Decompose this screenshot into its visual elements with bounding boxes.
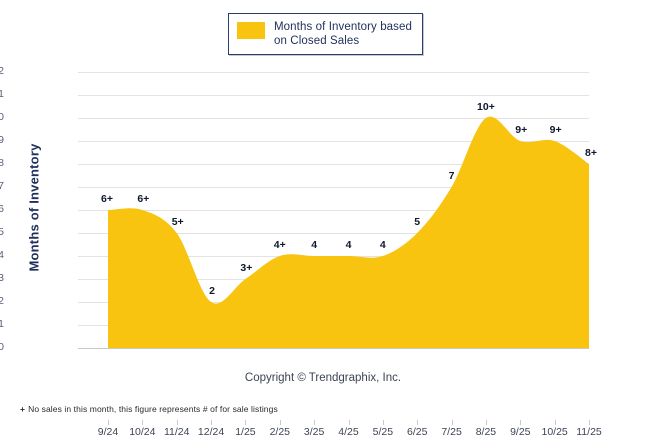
data-point-label: 8+: [585, 147, 597, 159]
data-point-label: 10+: [477, 101, 495, 113]
y-tick-label: 11: [0, 88, 4, 100]
gridline-11: [78, 95, 589, 96]
data-point-label: 2: [209, 285, 215, 297]
y-tick-label: 2: [0, 295, 4, 307]
data-point-label: 9+: [515, 124, 528, 136]
y-tick-label: 8: [0, 157, 4, 169]
data-point-label: 4+: [273, 239, 286, 251]
copyright-text: Copyright © Trendgraphix, Inc.: [244, 372, 402, 384]
y-tick-label: 10: [0, 111, 4, 123]
y-tick-label: 5: [0, 226, 4, 238]
x-tick-mark: [417, 420, 419, 425]
footnote: + No sales in this month, this figure rep…: [20, 404, 278, 414]
gridline-10: [78, 118, 589, 119]
y-tick-label: 7: [0, 180, 4, 192]
x-tick-mark: [142, 420, 144, 425]
x-tick-mark: [279, 420, 281, 425]
x-tick-mark: [382, 420, 384, 425]
legend-label: Months of Inventory based on Closed Sale…: [274, 21, 413, 47]
chart-legend: Months of Inventory based on Closed Sale…: [228, 13, 424, 55]
data-point-label: 4: [379, 239, 386, 251]
data-point-label: 4: [311, 239, 318, 251]
y-tick-label: 0: [0, 341, 4, 353]
x-tick-mark: [314, 420, 316, 425]
x-tick-mark: [348, 420, 350, 425]
x-tick-mark: [211, 420, 213, 425]
data-point-label: 4: [345, 239, 352, 251]
gridline-12: [78, 72, 589, 73]
x-tick-mark: [485, 420, 487, 425]
data-point-label: 7: [448, 170, 455, 182]
x-tick-mark: [108, 420, 109, 425]
x-tick-mark: [520, 420, 522, 425]
y-tick-label: 6: [0, 203, 4, 215]
data-point-label: 6+: [137, 193, 150, 205]
data-point-label: 5+: [171, 216, 184, 228]
x-tick-mark: [589, 420, 590, 425]
y-tick-label: 3: [0, 272, 4, 284]
gridline-0: [78, 348, 589, 349]
gridline-9: [78, 141, 589, 142]
data-point-label: 5: [414, 216, 421, 228]
y-tick-label: 12: [0, 65, 4, 77]
footnote-marker: +: [20, 404, 26, 414]
gridline-5: [78, 233, 589, 234]
y-tick-label: 1: [0, 318, 4, 330]
data-point-label: 6+: [101, 193, 113, 205]
plot-area: 1211109876543210 9/2410/2411/2412/241/25…: [0, 65, 602, 438]
legend-color-swatch: [237, 22, 265, 39]
x-tick-mark: [554, 420, 556, 425]
data-point-label: 3+: [240, 262, 253, 274]
area-path: [108, 116, 589, 348]
y-tick-label: 4: [0, 249, 4, 261]
gridline-6: [78, 210, 589, 211]
footnote-text: No sales in this month, this figure repr…: [28, 404, 278, 414]
x-tick-mark: [245, 420, 247, 425]
y-tick-label: 9: [0, 134, 4, 146]
gridline-7: [78, 187, 589, 188]
area-series: [108, 116, 589, 348]
x-tick-mark: [451, 420, 453, 425]
y-axis-title: Months of Inventory: [26, 143, 42, 272]
x-tick-label: 11/25: [576, 426, 602, 438]
x-tick-mark: [176, 420, 178, 425]
gridline-8: [78, 164, 589, 165]
data-point-label: 9+: [549, 124, 562, 136]
